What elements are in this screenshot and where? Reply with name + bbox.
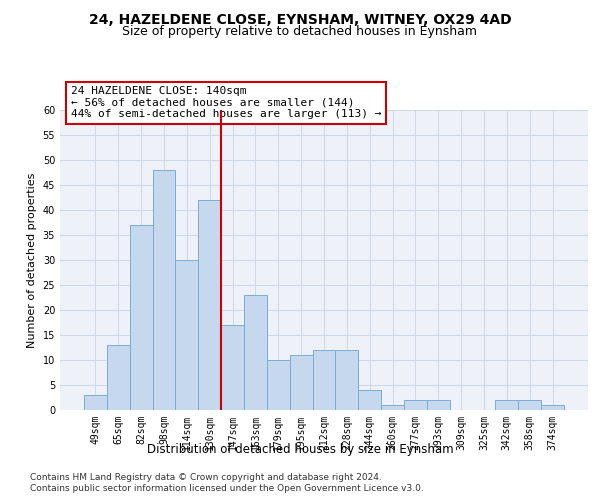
Text: 24 HAZELDENE CLOSE: 140sqm
← 56% of detached houses are smaller (144)
44% of sem: 24 HAZELDENE CLOSE: 140sqm ← 56% of deta… [71, 86, 381, 119]
Bar [381, 405, 404, 410]
Bar [267, 360, 290, 410]
Text: Distribution of detached houses by size in Eynsham: Distribution of detached houses by size … [146, 442, 454, 456]
Text: Contains public sector information licensed under the Open Government Licence v3: Contains public sector information licen… [30, 484, 424, 493]
Bar [335, 350, 358, 410]
Bar [221, 325, 244, 410]
Y-axis label: Number of detached properties: Number of detached properties [27, 172, 37, 348]
Bar [130, 225, 152, 410]
Bar [175, 260, 198, 410]
Bar [358, 390, 381, 410]
Bar [518, 400, 541, 410]
Bar [541, 405, 564, 410]
Text: 24, HAZELDENE CLOSE, EYNSHAM, WITNEY, OX29 4AD: 24, HAZELDENE CLOSE, EYNSHAM, WITNEY, OX… [89, 12, 511, 26]
Bar [107, 345, 130, 410]
Bar [496, 400, 518, 410]
Bar [152, 170, 175, 410]
Bar [313, 350, 335, 410]
Bar [427, 400, 450, 410]
Bar [404, 400, 427, 410]
Bar [84, 395, 107, 410]
Bar [198, 200, 221, 410]
Text: Size of property relative to detached houses in Eynsham: Size of property relative to detached ho… [122, 25, 478, 38]
Bar [290, 355, 313, 410]
Bar [244, 295, 267, 410]
Text: Contains HM Land Registry data © Crown copyright and database right 2024.: Contains HM Land Registry data © Crown c… [30, 472, 382, 482]
